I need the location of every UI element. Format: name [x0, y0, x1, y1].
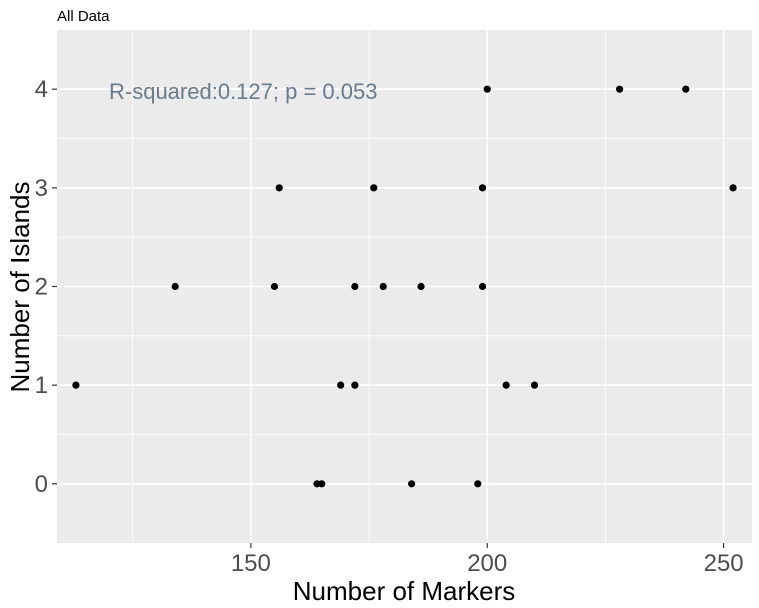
data-point [275, 184, 283, 192]
x-axis-label: Number of Markers [293, 576, 516, 606]
data-point [478, 282, 487, 291]
chart-title: All Data [57, 8, 110, 25]
data-point [270, 282, 279, 291]
data-point [171, 282, 179, 291]
y-tick-label: 2 [35, 274, 48, 301]
regression-annotation: R-squared:0.127; p = 0.053 [109, 79, 377, 104]
x-tick-label: 200 [467, 550, 507, 577]
data-point [682, 85, 690, 93]
data-point [729, 184, 737, 192]
data-point [318, 480, 326, 488]
y-tick-label: 0 [35, 471, 48, 498]
y-tick-label: 1 [35, 372, 48, 399]
axis-ticks [52, 88, 725, 548]
data-point [351, 381, 359, 389]
data-point [530, 381, 539, 389]
data-point [483, 85, 491, 93]
data-point [337, 381, 345, 389]
data-point [379, 282, 387, 291]
tick-labels: 150 200 250 0 1 2 3 4 [35, 76, 744, 577]
data-point [407, 480, 416, 488]
y-tick-label: 4 [35, 76, 48, 103]
data-point [616, 85, 624, 93]
data-point [351, 282, 359, 291]
data-point [370, 184, 378, 192]
gridlines [57, 30, 752, 543]
data-point [478, 184, 487, 192]
data-point [417, 282, 425, 291]
x-tick-label: 250 [704, 550, 744, 577]
data-point [474, 480, 482, 488]
x-tick-label: 150 [231, 550, 271, 577]
data-points [72, 85, 737, 488]
y-axis-label: Number of Islands [5, 182, 35, 393]
data-point [502, 381, 510, 389]
data-point [72, 381, 80, 389]
y-tick-label: 3 [35, 175, 48, 202]
